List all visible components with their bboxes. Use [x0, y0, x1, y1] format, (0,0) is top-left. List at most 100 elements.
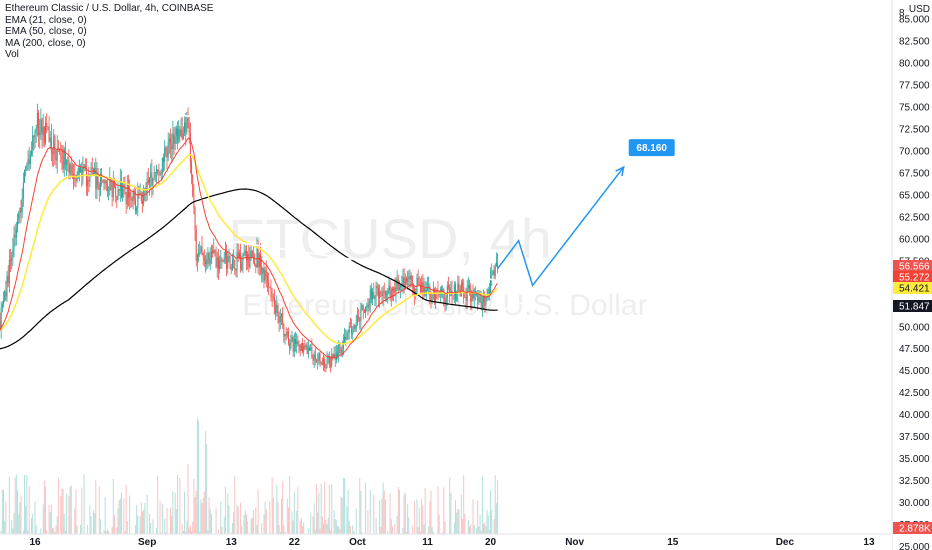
trendline-2[interactable] — [224, 239, 533, 287]
trendline-0[interactable] — [0, 92, 891, 201]
candle-body — [248, 254, 250, 268]
candle-body — [286, 331, 288, 336]
volume-bar-390 — [455, 499, 457, 548]
candle-156 — [181, 116, 183, 141]
candle-body — [358, 315, 360, 318]
volume-bar-346 — [403, 494, 405, 548]
candle-43 — [49, 130, 51, 150]
candle-191 — [222, 259, 224, 263]
price-tick: 72.500 — [899, 124, 930, 135]
candle-body — [466, 288, 468, 301]
volume-bar-82 — [95, 480, 97, 548]
candle-body — [146, 179, 148, 193]
projection-line[interactable] — [496, 166, 625, 288]
candle-254 — [296, 333, 298, 354]
candle-body — [266, 276, 268, 282]
candle-121 — [140, 190, 142, 204]
candle-212 — [247, 251, 249, 270]
trendline-1[interactable] — [0, 292, 891, 434]
candle-body — [404, 278, 406, 286]
volume-bar-238 — [277, 501, 279, 548]
candle-body — [98, 184, 100, 190]
candle-body — [265, 270, 267, 277]
volume-bar-364 — [424, 487, 426, 548]
volume-bar-282 — [328, 484, 330, 548]
candle-body — [471, 292, 473, 302]
price-tick: 50.000 — [899, 322, 930, 333]
candle-body — [141, 201, 143, 204]
candle-body — [24, 170, 26, 183]
candle-body — [184, 122, 186, 134]
candle-58 — [67, 156, 69, 172]
candle-body — [254, 260, 256, 265]
candle-94 — [109, 167, 111, 196]
candle-196 — [228, 248, 230, 263]
candle-body — [97, 173, 99, 185]
candle-4 — [4, 290, 6, 303]
candle-106 — [123, 176, 125, 199]
candle-body — [299, 344, 301, 351]
symbol-title[interactable]: Ethereum Classic / U.S. Dollar, 4h, COIN… — [5, 3, 214, 14]
candle-240 — [279, 308, 281, 330]
indicator-volume[interactable]: Vol — [5, 49, 19, 60]
indicator-ma200[interactable]: MA (200, close, 0) — [5, 37, 86, 49]
drawing-trendlines[interactable] — [0, 92, 891, 434]
indicator-ema21[interactable]: EMA (21, close, 0) — [5, 14, 87, 26]
candle-86 — [99, 168, 101, 197]
candle-body — [230, 266, 232, 270]
candle-158 — [184, 114, 186, 137]
candle-53 — [61, 144, 63, 171]
candle-247 — [287, 327, 289, 346]
projection-target-label[interactable]: 68.160 — [628, 139, 675, 157]
volume-bar-80 — [92, 510, 94, 548]
volume-bar-376 — [438, 514, 440, 548]
candle-73 — [84, 158, 86, 172]
price-tick: 47.500 — [899, 344, 930, 355]
candle-87 — [101, 168, 103, 187]
candle-body — [91, 167, 93, 169]
candle-177 — [206, 252, 208, 270]
candle-161 — [187, 107, 189, 129]
candle-393 — [458, 276, 460, 291]
candle-body — [456, 292, 458, 301]
candle-body — [395, 285, 397, 293]
volume-bar-269 — [313, 503, 315, 548]
candle-260 — [303, 343, 305, 357]
candle-body — [446, 285, 448, 298]
candle-237 — [276, 295, 278, 317]
volume-bar-12 — [13, 512, 15, 548]
candle-body — [164, 147, 166, 162]
candle-body — [186, 118, 188, 133]
price-label-bg — [893, 271, 932, 283]
candle-316 — [368, 298, 370, 312]
candle-body — [268, 281, 270, 288]
candle-146 — [170, 128, 172, 159]
volume-bar-151 — [175, 509, 177, 548]
candle-body — [235, 269, 237, 271]
volume-bar-173 — [201, 503, 203, 548]
candle-body — [300, 343, 302, 351]
candle-143 — [166, 146, 168, 170]
volume-bar-255 — [297, 486, 299, 548]
candle-body — [449, 287, 451, 296]
candle-body — [340, 346, 342, 355]
candle-body — [294, 339, 296, 345]
volume-bar-3 — [3, 489, 5, 548]
trendline-3[interactable] — [301, 297, 533, 388]
volume-bar-176 — [205, 430, 207, 548]
candle-132 — [153, 165, 155, 181]
candle-402 — [469, 279, 471, 296]
projection-path[interactable]: 68.160 — [496, 139, 675, 288]
candle-body — [122, 184, 124, 198]
candle-243 — [283, 322, 285, 343]
candle-171 — [199, 241, 201, 258]
candle-body — [425, 288, 427, 296]
candle-69 — [80, 163, 82, 173]
candle-body — [138, 193, 140, 194]
time-scale[interactable]: 16 Sep 13 22 Oct 11 20 Nov 15 Dec 13 — [0, 533, 892, 550]
indicator-ema50[interactable]: EMA (50, close, 0) — [5, 26, 87, 37]
candle-422 — [492, 269, 494, 275]
candle-304 — [354, 324, 356, 332]
candle-34 — [39, 119, 41, 149]
